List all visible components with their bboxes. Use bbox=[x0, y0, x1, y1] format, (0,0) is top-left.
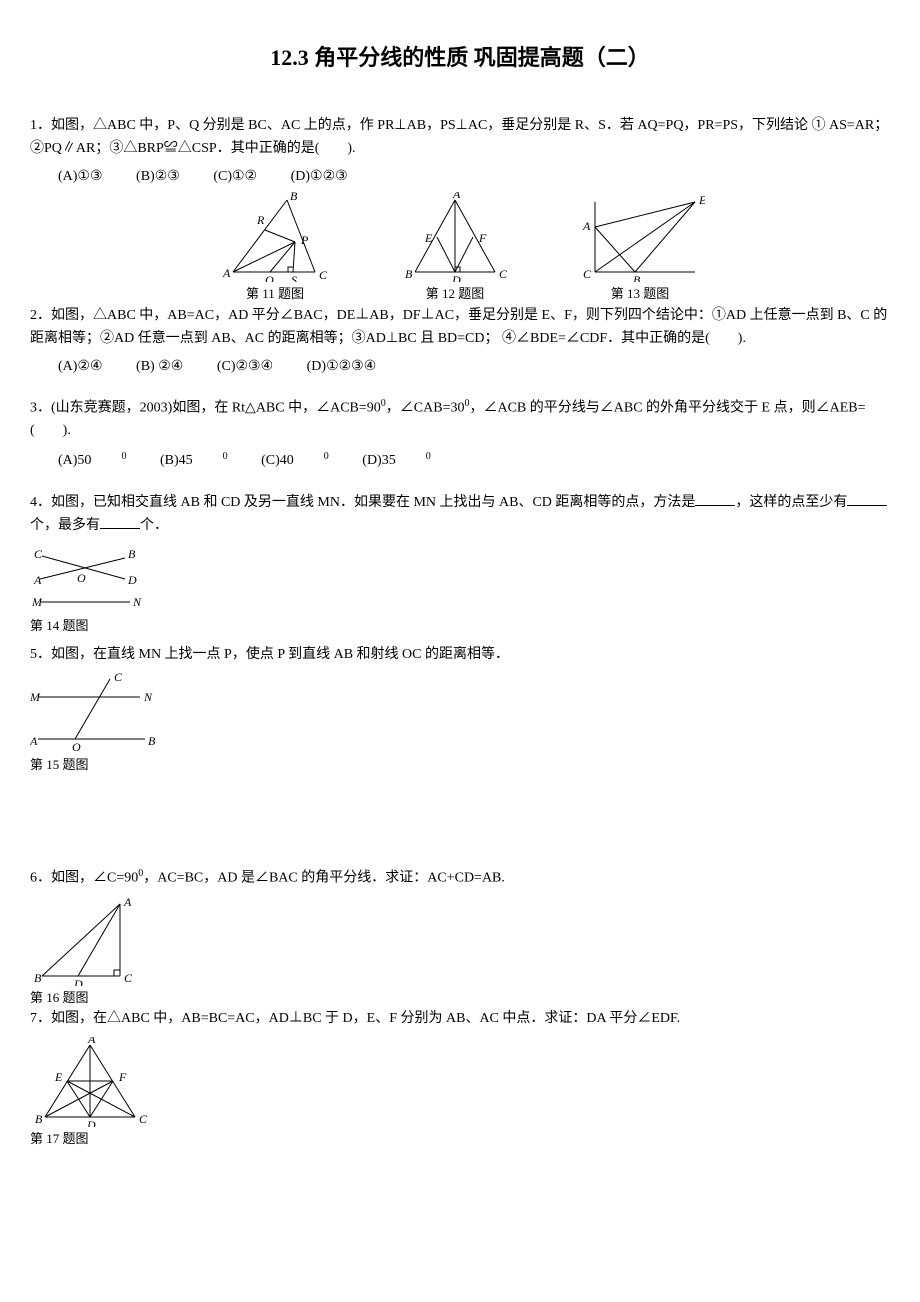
p3-opt-c: (C)400 bbox=[261, 449, 329, 473]
p4-text-d: 个． bbox=[140, 518, 168, 533]
figure-15: M N A B O C 第 15 题图 bbox=[30, 673, 890, 776]
problem-6: 6．如图，∠C=900，AC=BC，AD 是∠BAC 的角平分线．求证：AC+C… bbox=[30, 866, 890, 890]
svg-text:M: M bbox=[30, 690, 41, 704]
figure-12: A B C D E F 第 12 题图 bbox=[395, 192, 515, 305]
problem-5: 5．如图，在直线 MN 上找一点 P，使点 P 到直线 AB 和射线 OC 的距… bbox=[30, 644, 890, 666]
svg-text:B: B bbox=[148, 734, 156, 748]
figure-14: C B A D O M N 第 14 题图 bbox=[30, 544, 890, 637]
blank-2 bbox=[847, 491, 887, 506]
page-title: 12.3 角平分线的性质 巩固提高题（二） bbox=[30, 40, 890, 75]
svg-text:S: S bbox=[291, 273, 297, 282]
p3-text-b: ，∠CAB=30 bbox=[386, 401, 465, 416]
p4-text-a: 4．如图，已知相交直线 AB 和 CD 及另一直线 MN．如果要在 MN 上找出… bbox=[30, 495, 695, 510]
p3-opt-a: (A)500 bbox=[58, 449, 126, 473]
p1-opt-b: (B)②③ bbox=[136, 166, 180, 188]
caption-12: 第 12 题图 bbox=[395, 284, 515, 305]
p1-opt-c: (C)①② bbox=[213, 166, 257, 188]
svg-text:B: B bbox=[405, 267, 413, 281]
figure-row-1: A B C Q S P R 第 11 题图 A B C D E F 第 12 题图 A C B E 第 13… bbox=[30, 192, 890, 305]
svg-text:N: N bbox=[143, 690, 153, 704]
svg-text:B: B bbox=[633, 273, 641, 282]
caption-17: 第 17 题图 bbox=[30, 1129, 890, 1150]
svg-text:M: M bbox=[31, 595, 43, 609]
svg-text:A: A bbox=[452, 192, 461, 201]
p6-text-a: 6．如图，∠C=90 bbox=[30, 870, 138, 885]
blank-3 bbox=[100, 514, 140, 529]
svg-text:F: F bbox=[478, 231, 487, 245]
problem-1-options: (A)①③ (B)②③ (C)①② (D)①②③ bbox=[30, 166, 890, 188]
p2-opt-a: (A)②④ bbox=[58, 356, 103, 378]
p3-opt-d: (D)350 bbox=[362, 449, 430, 473]
problem-7: 7．如图，在△ABC 中，AB=BC=AC，AD⊥BC 于 D，E、F 分别为 … bbox=[30, 1008, 890, 1030]
svg-text:A: A bbox=[222, 266, 231, 280]
p1-opt-d: (D)①②③ bbox=[291, 166, 348, 188]
p6-text-b: ，AC=BC，AD 是∠BAC 的角平分线．求证：AC+CD=AB. bbox=[143, 870, 505, 885]
blank-1 bbox=[695, 491, 735, 506]
svg-text:C: C bbox=[139, 1112, 148, 1126]
svg-text:D: D bbox=[127, 573, 137, 587]
figure-17: A B C D E F 第 17 题图 bbox=[30, 1037, 890, 1150]
p2-opt-c: (C)②③④ bbox=[217, 356, 273, 378]
svg-text:C: C bbox=[114, 673, 123, 684]
caption-16: 第 16 题图 bbox=[30, 988, 890, 1009]
p2-opt-d: (D)①②③④ bbox=[307, 356, 377, 378]
svg-text:B: B bbox=[35, 1112, 43, 1126]
svg-text:N: N bbox=[132, 595, 142, 609]
svg-text:C: C bbox=[583, 267, 592, 281]
problem-4: 4．如图，已知相交直线 AB 和 CD 及另一直线 MN．如果要在 MN 上找出… bbox=[30, 491, 890, 538]
svg-text:O: O bbox=[77, 571, 86, 585]
svg-text:E: E bbox=[698, 193, 705, 207]
svg-text:B: B bbox=[34, 971, 42, 985]
problem-2: 2．如图，△ABC 中，AB=AC，AD 平分∠BAC，DE⊥AB，DF⊥AC，… bbox=[30, 305, 890, 350]
svg-text:A: A bbox=[30, 734, 38, 748]
svg-text:R: R bbox=[256, 213, 265, 227]
p3-text-a: 3．(山东竞赛题，2003)如图，在 Rt△ABC 中，∠ACB=90 bbox=[30, 401, 381, 416]
svg-text:C: C bbox=[34, 547, 43, 561]
svg-text:D: D bbox=[451, 273, 461, 282]
caption-13: 第 13 题图 bbox=[575, 284, 705, 305]
p3-opt-b: (B)450 bbox=[160, 449, 228, 473]
svg-text:B: B bbox=[128, 547, 136, 561]
p1-opt-a: (A)①③ bbox=[58, 166, 103, 188]
problem-2-options: (A)②④ (B) ②④ (C)②③④ (D)①②③④ bbox=[30, 356, 890, 378]
p4-text-b: ，这样的点至少有 bbox=[735, 495, 847, 510]
problem-1: 1．如图，△ABC 中，P、Q 分别是 BC、AC 上的点，作 PR⊥AB，PS… bbox=[30, 115, 890, 160]
figure-16: A B C D 第 16 题图 bbox=[30, 896, 890, 1009]
caption-15: 第 15 题图 bbox=[30, 755, 890, 776]
svg-text:C: C bbox=[124, 971, 133, 985]
p2-opt-b: (B) ②④ bbox=[136, 356, 183, 378]
svg-text:B: B bbox=[290, 192, 298, 203]
svg-text:A: A bbox=[33, 573, 42, 587]
svg-text:P: P bbox=[300, 233, 309, 247]
svg-text:A: A bbox=[582, 219, 591, 233]
figure-11: A B C Q S P R 第 11 题图 bbox=[215, 192, 335, 305]
caption-11: 第 11 题图 bbox=[215, 284, 335, 305]
svg-text:F: F bbox=[118, 1070, 127, 1084]
p4-text-c: 个，最多有 bbox=[30, 518, 100, 533]
svg-text:D: D bbox=[86, 1118, 96, 1127]
svg-text:E: E bbox=[54, 1070, 63, 1084]
problem-3-options: (A)500 (B)450 (C)400 (D)350 bbox=[30, 449, 890, 473]
svg-text:C: C bbox=[499, 267, 508, 281]
svg-text:E: E bbox=[424, 231, 433, 245]
problem-3: 3．(山东竞赛题，2003)如图，在 Rt△ABC 中，∠ACB=900，∠CA… bbox=[30, 396, 890, 442]
svg-text:O: O bbox=[72, 740, 81, 753]
caption-14: 第 14 题图 bbox=[30, 616, 890, 637]
svg-text:A: A bbox=[87, 1037, 96, 1046]
figure-13: A C B E 第 13 题图 bbox=[575, 192, 705, 305]
svg-text:D: D bbox=[73, 977, 83, 986]
svg-text:Q: Q bbox=[265, 273, 274, 282]
svg-text:A: A bbox=[123, 896, 132, 909]
svg-text:C: C bbox=[319, 268, 328, 282]
